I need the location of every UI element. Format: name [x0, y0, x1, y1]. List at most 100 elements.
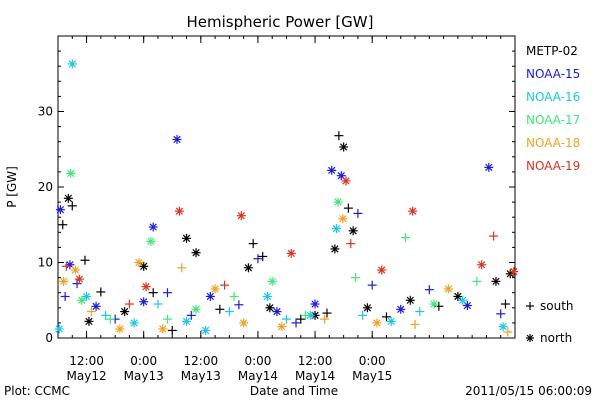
north-point-noaa-17 — [77, 295, 87, 305]
north-point-noaa-16 — [498, 322, 508, 332]
y-tick-label: 30 — [38, 105, 53, 119]
south-point-noaa-19 — [220, 280, 230, 290]
north-point-noaa-18 — [115, 324, 125, 334]
north-point-noaa-17 — [146, 236, 156, 246]
north-point-noaa-17 — [191, 304, 201, 314]
south-point-noaa-15 — [253, 254, 263, 264]
south-point-noaa-15 — [72, 279, 82, 289]
south-point-metp-02 — [334, 131, 344, 141]
north-point-metp-02 — [63, 193, 73, 203]
south-point-metp-02 — [148, 288, 158, 298]
south-point-noaa-19 — [489, 231, 499, 241]
asterisk-marker-icon — [526, 334, 534, 342]
south-point-noaa-18 — [410, 319, 420, 329]
legend-entry-noaa-17: NOAA-17 — [526, 113, 580, 127]
south-point-metp-02 — [80, 255, 90, 265]
north-point-metp-02 — [84, 316, 94, 326]
north-point-noaa-15 — [272, 307, 282, 317]
north-point-noaa-19 — [236, 211, 246, 221]
north-point-noaa-15 — [484, 162, 494, 172]
legend-entry-noaa-16: NOAA-16 — [526, 90, 580, 104]
south-point-noaa-19 — [346, 239, 356, 249]
south-point-noaa-16 — [415, 307, 425, 317]
north-point-metp-02 — [453, 291, 463, 301]
south-point-noaa-17 — [472, 276, 482, 286]
north-point-metp-02 — [339, 142, 349, 152]
south-point-noaa-18 — [177, 263, 187, 273]
north-point-metp-02 — [243, 263, 253, 273]
south-point-noaa-15 — [60, 291, 70, 301]
y-axis-label: P [GW] — [5, 166, 19, 208]
south-point-metp-02 — [215, 304, 225, 314]
x-axis-label: Date and Time — [250, 384, 338, 398]
x-tick-label-time: 12:00 — [298, 354, 333, 368]
south-point-noaa-17 — [162, 314, 172, 324]
north-point-noaa-17 — [66, 168, 76, 178]
south-point-noaa-15 — [353, 208, 363, 218]
north-point-noaa-15 — [65, 260, 75, 270]
north-point-noaa-15 — [327, 165, 337, 175]
north-point-noaa-18 — [338, 214, 348, 224]
south-point-noaa-16 — [101, 310, 111, 320]
legend-entry-noaa-18: NOAA-18 — [526, 136, 580, 150]
north-point-noaa-19 — [377, 265, 387, 275]
y-tick-label: 20 — [38, 180, 53, 194]
north-point-noaa-18 — [443, 284, 453, 294]
footer-credit: Plot: CCMC — [4, 384, 70, 398]
legend-entry-noaa-15: NOAA-15 — [526, 67, 580, 81]
south-point-noaa-15 — [186, 310, 196, 320]
south-point-noaa-15 — [234, 300, 244, 310]
north-point-noaa-16 — [82, 291, 92, 301]
legend-entry-noaa-19: NOAA-19 — [526, 159, 580, 173]
south-point-noaa-15 — [496, 309, 506, 319]
south-point-noaa-15 — [424, 285, 434, 295]
legend-entry-metp-02: METP-02 — [526, 44, 578, 58]
south-point-noaa-18 — [86, 307, 96, 317]
north-point-noaa-16 — [201, 325, 211, 335]
y-axis: 0 10 20 30 — [38, 50, 515, 345]
south-point-noaa-19 — [124, 299, 134, 309]
south-point-metp-02 — [248, 239, 258, 249]
series-legend: METP-02 NOAA-15 NOAA-16 NOAA-17 NOAA-18 NOAA-… — [526, 44, 580, 173]
south-point-noaa-19 — [61, 261, 71, 271]
south-point-noaa-16 — [358, 310, 368, 320]
north-point-noaa-15 — [172, 134, 182, 144]
south-point-noaa-18 — [503, 327, 513, 337]
x-axis: 12:00May120:00May1312:00May130:00May1412… — [57, 36, 516, 383]
south-point-noaa-16 — [153, 299, 163, 309]
north-point-noaa-15 — [139, 297, 149, 307]
south-point-noaa-17 — [401, 233, 411, 243]
north-point-noaa-19 — [408, 206, 418, 216]
north-point-metp-02 — [330, 244, 340, 254]
south-point-metp-02 — [500, 299, 510, 309]
north-point-noaa-15 — [55, 205, 65, 215]
north-point-metp-02 — [405, 295, 415, 305]
north-point-noaa-19 — [174, 206, 184, 216]
data-points — [54, 59, 519, 337]
north-point-noaa-19 — [74, 274, 84, 284]
x-tick-label-date: May14 — [238, 369, 278, 383]
north-point-noaa-15 — [396, 304, 406, 314]
x-tick-label-date: May14 — [295, 369, 335, 383]
south-point-metp-02 — [343, 203, 353, 213]
north-point-noaa-19 — [509, 267, 519, 277]
north-point-metp-02 — [265, 303, 275, 313]
north-point-metp-02 — [362, 303, 372, 313]
north-point-noaa-18 — [277, 322, 287, 332]
south-point-noaa-15 — [162, 288, 172, 298]
north-point-noaa-15 — [91, 301, 101, 311]
south-point-metp-02 — [67, 201, 77, 211]
x-tick-label-time: 0:00 — [359, 354, 386, 368]
marker-legend: south north — [526, 299, 574, 345]
north-point-metp-02 — [182, 233, 192, 243]
chart-title: Hemispheric Power [GW] — [187, 13, 374, 31]
footer-timestamp: 2011/05/15 06:00:09 — [465, 384, 592, 398]
north-point-metp-02 — [491, 276, 501, 286]
marker-legend-label: north — [540, 331, 572, 345]
north-point-noaa-16 — [458, 295, 468, 305]
y-tick-label: 10 — [38, 256, 53, 270]
x-tick-label-date: May13 — [124, 369, 164, 383]
north-point-noaa-18 — [134, 258, 144, 267]
south-point-metp-02 — [58, 220, 68, 230]
x-tick-label-time: 12:00 — [69, 354, 104, 368]
